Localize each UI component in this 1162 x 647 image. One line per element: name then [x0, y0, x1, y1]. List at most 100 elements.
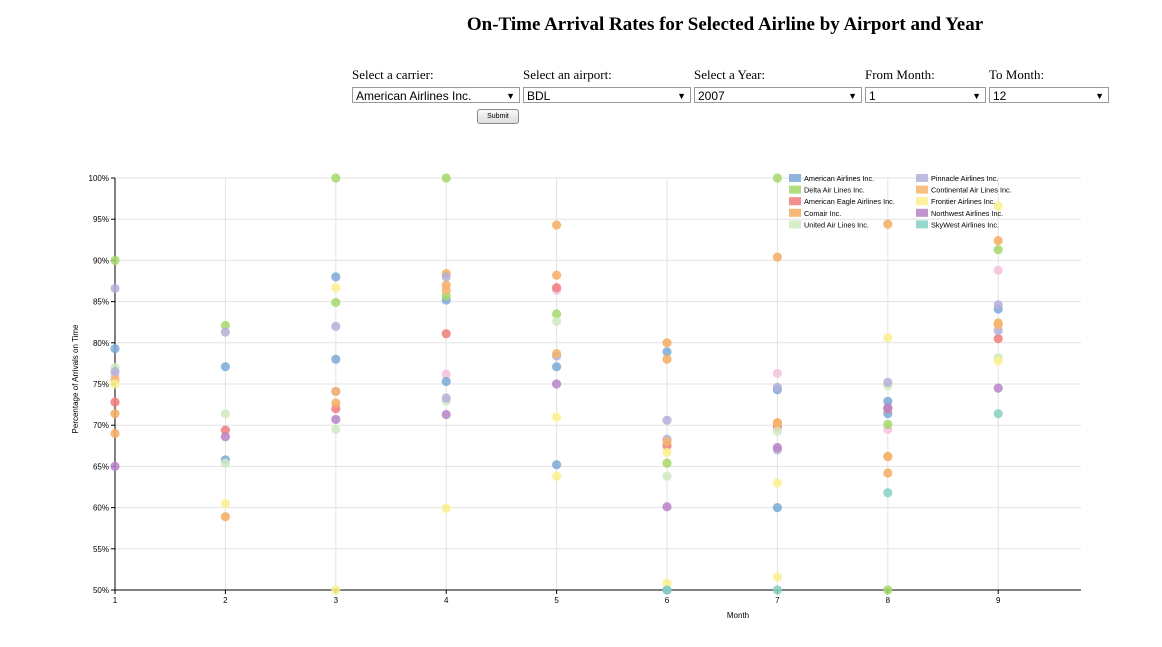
data-point[interactable]: [662, 437, 672, 447]
data-point[interactable]: [883, 333, 893, 343]
data-point[interactable]: [993, 265, 1003, 275]
data-point[interactable]: [772, 382, 783, 392]
data-point[interactable]: [993, 383, 1003, 393]
data-point[interactable]: [331, 173, 341, 183]
data-point[interactable]: [552, 460, 562, 470]
data-point[interactable]: [441, 272, 451, 282]
data-point[interactable]: [331, 414, 341, 425]
data-point[interactable]: [552, 362, 562, 372]
data-point[interactable]: [772, 418, 783, 428]
carrier-select[interactable]: American Airlines Inc. ▼: [352, 87, 520, 103]
data-point[interactable]: [331, 354, 341, 364]
data-point[interactable]: [331, 321, 341, 331]
data-point[interactable]: [441, 376, 451, 387]
data-point[interactable]: [772, 572, 783, 582]
data-point[interactable]: [993, 236, 1003, 246]
data-point[interactable]: [552, 348, 562, 359]
data-point[interactable]: [110, 379, 120, 389]
data-point[interactable]: [220, 432, 230, 442]
data-point[interactable]: [552, 412, 562, 422]
data-point[interactable]: [883, 488, 893, 498]
year-select-value: 2007: [698, 89, 725, 103]
year-select[interactable]: 2007 ▼: [694, 87, 862, 103]
data-point[interactable]: [220, 409, 230, 419]
data-point[interactable]: [552, 471, 562, 481]
data-point[interactable]: [110, 461, 120, 471]
airport-select[interactable]: BDL ▼: [523, 87, 691, 103]
data-point[interactable]: [662, 338, 672, 348]
data-point[interactable]: [662, 502, 672, 512]
data-point[interactable]: [331, 585, 341, 595]
data-point[interactable]: [110, 367, 120, 377]
data-point[interactable]: [772, 173, 783, 183]
data-point[interactable]: [883, 451, 893, 462]
data-point[interactable]: [331, 282, 341, 293]
data-point[interactable]: [110, 409, 120, 419]
x-axis-label: Month: [727, 611, 749, 620]
data-point[interactable]: [220, 362, 230, 372]
data-point[interactable]: [883, 468, 893, 478]
data-point[interactable]: [331, 297, 341, 308]
data-point[interactable]: [993, 409, 1003, 419]
data-point[interactable]: [331, 272, 341, 282]
legend-label: SkyWest Airlines Inc.: [931, 220, 999, 229]
data-point[interactable]: [220, 320, 230, 331]
data-point[interactable]: [552, 316, 562, 326]
data-point[interactable]: [441, 409, 451, 420]
data-point[interactable]: [441, 329, 451, 339]
data-point[interactable]: [110, 397, 120, 407]
data-point[interactable]: [110, 428, 120, 439]
data-point[interactable]: [220, 327, 230, 337]
data-point[interactable]: [883, 403, 893, 413]
data-point[interactable]: [552, 220, 562, 230]
data-point[interactable]: [993, 356, 1003, 366]
data-point[interactable]: [552, 270, 562, 280]
data-point[interactable]: [772, 503, 783, 513]
data-point[interactable]: [993, 245, 1003, 255]
data-point[interactable]: [220, 512, 230, 522]
data-point[interactable]: [441, 369, 451, 379]
data-point[interactable]: [110, 283, 120, 294]
data-point[interactable]: [441, 393, 451, 403]
data-point[interactable]: [662, 458, 672, 468]
data-point[interactable]: [772, 585, 783, 595]
data-point[interactable]: [883, 219, 893, 229]
data-point[interactable]: [441, 285, 451, 295]
data-point[interactable]: [441, 503, 451, 514]
data-point[interactable]: [331, 386, 341, 397]
data-point[interactable]: [662, 415, 672, 425]
data-point[interactable]: [662, 447, 672, 457]
data-point[interactable]: [883, 585, 893, 595]
data-point[interactable]: [552, 309, 562, 319]
data-point[interactable]: [662, 354, 672, 364]
data-point[interactable]: [772, 426, 783, 436]
data-point[interactable]: [552, 282, 562, 293]
data-point[interactable]: [772, 252, 783, 262]
data-point[interactable]: [331, 398, 341, 408]
submit-button[interactable]: Submit: [477, 109, 519, 124]
data-point[interactable]: [993, 320, 1003, 330]
data-point[interactable]: [993, 334, 1003, 344]
data-point[interactable]: [993, 201, 1003, 211]
data-point[interactable]: [662, 471, 672, 481]
data-point[interactable]: [772, 368, 783, 378]
data-point[interactable]: [552, 379, 562, 389]
data-point[interactable]: [441, 173, 451, 183]
data-point[interactable]: [662, 347, 672, 357]
data-point[interactable]: [883, 396, 893, 406]
data-point[interactable]: [772, 478, 783, 488]
to-month-select[interactable]: 12 ▼: [989, 87, 1109, 103]
data-point[interactable]: [883, 419, 893, 429]
data-point[interactable]: [993, 300, 1003, 310]
data-point[interactable]: [220, 458, 230, 468]
data-point[interactable]: [662, 578, 672, 589]
data-point[interactable]: [110, 255, 120, 265]
data-point[interactable]: [110, 343, 120, 354]
from-month-select[interactable]: 1 ▼: [865, 87, 986, 103]
data-point[interactable]: [883, 377, 893, 387]
data-point[interactable]: [220, 425, 230, 435]
data-point[interactable]: [662, 585, 672, 595]
data-point[interactable]: [220, 498, 230, 509]
data-point[interactable]: [772, 442, 783, 453]
data-point[interactable]: [331, 424, 341, 434]
